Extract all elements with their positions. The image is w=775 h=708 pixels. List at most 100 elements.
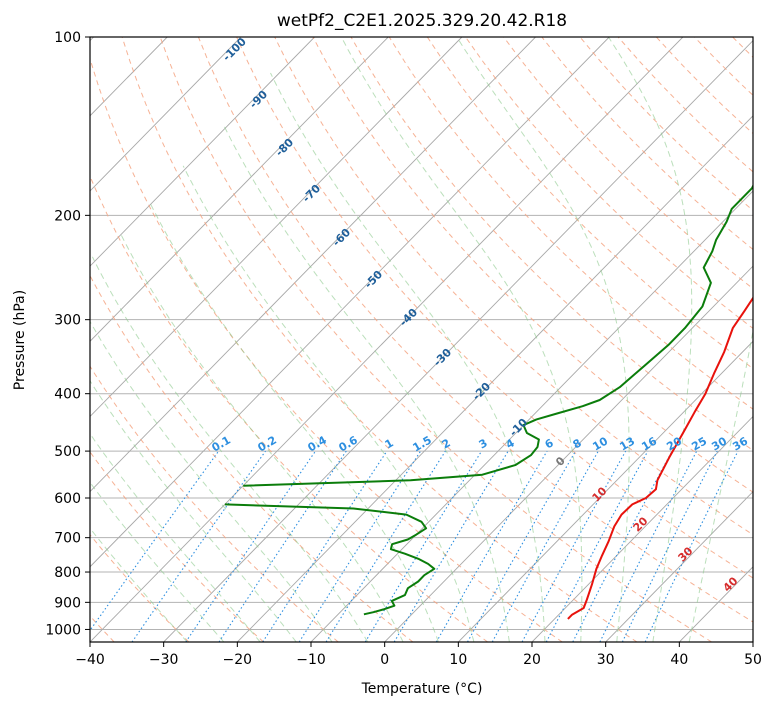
x-axis: −40 −30 −20 −10 0 10 20 30 40 50 [75, 642, 762, 668]
y-axis: 100 200 300 400 500 600 700 800 900 1000 [45, 30, 90, 638]
isotherm-line [679, 566, 753, 642]
mixing-ratio-line [298, 450, 422, 642]
dry-adiabat [90, 365, 339, 642]
dry-adiabat-label: 40 [721, 574, 741, 594]
x-tick-label: 0 [380, 652, 389, 668]
mixing-ratio-label: 1 [383, 436, 396, 451]
dry-adiabat-label: -70 [300, 182, 323, 205]
dry-adiabat [312, 37, 753, 493]
mixing-ratio-line [185, 450, 316, 642]
x-tick-label: −40 [75, 652, 105, 668]
y-tick-label: 100 [54, 30, 81, 46]
dry-adiabat [274, 37, 753, 536]
moist-adiabat [456, 37, 630, 642]
isotherm-line [163, 39, 753, 642]
mixing-ratio-line [491, 450, 599, 642]
dry-adiabat [771, 37, 775, 642]
y-tick-label: 800 [54, 565, 81, 581]
y-tick-label: 600 [54, 491, 81, 507]
x-tick-label: −10 [296, 652, 326, 668]
isotherm-line [458, 340, 753, 642]
dry-adiabat-label: -80 [273, 136, 296, 159]
dry-adiabat-label: 10 [590, 484, 610, 504]
isotherm-line [90, 37, 684, 642]
mixing-ratio-line [467, 450, 577, 642]
mixing-ratio-line [521, 450, 627, 642]
background-lines [90, 37, 775, 642]
moist-adiabat [90, 432, 261, 642]
dry-adiabat [694, 37, 753, 96]
mixing-ratio-label: 3 [477, 436, 490, 451]
isotherm-line [752, 641, 753, 642]
isotherm-line [90, 37, 610, 568]
y-tick-label: 900 [54, 595, 81, 611]
x-tick-label: −20 [223, 652, 253, 668]
moist-adiabat [91, 256, 369, 642]
mixing-ratio-line [435, 450, 548, 642]
moist-adiabat [120, 233, 404, 642]
dewpoint-profile [224, 503, 436, 616]
mixing-ratio-label: 6 [543, 436, 556, 451]
y-tick-label: 700 [54, 531, 81, 547]
x-tick-label: 30 [597, 652, 615, 668]
dry-adiabat-label: -20 [470, 380, 493, 403]
dry-adiabat [90, 56, 563, 642]
moist-adiabat [608, 37, 693, 642]
isotherm-line [531, 415, 753, 642]
moist-adiabat [270, 72, 546, 642]
dewpoint-profile [243, 183, 753, 487]
isotherm-line [90, 37, 536, 493]
moist-adiabat [90, 527, 188, 642]
y-axis-label: Pressure (hPa) [12, 290, 28, 390]
plot-frame [89, 36, 754, 643]
chart-title: wetPf2_C2E1.2025.329.20.42.R18 [277, 11, 567, 31]
isotherm-line [237, 115, 753, 642]
x-tick-label: 50 [744, 652, 762, 668]
dry-adiabat-label: -50 [362, 268, 385, 291]
dry-adiabat [732, 37, 753, 58]
dry-adiabat-label: -100 [220, 35, 249, 64]
x-tick-label: 20 [523, 652, 541, 668]
y-tick-label: 200 [54, 208, 81, 224]
dry-adiabat-label: 20 [631, 514, 651, 534]
isotherm-line [90, 37, 315, 267]
mixing-ratio-label: 2 [440, 436, 453, 451]
dry-adiabat [579, 37, 753, 212]
dry-adiabat [121, 37, 638, 642]
mixing-ratio-label: 8 [571, 436, 584, 451]
mixing-ratio-label: 30 [709, 434, 729, 453]
mixing-ratio-line [218, 450, 347, 642]
y-tick-label: 1000 [45, 622, 81, 638]
isotherm-line [384, 265, 753, 642]
y-tick-label: 300 [54, 313, 81, 329]
x-tick-label: 10 [449, 652, 467, 668]
mixing-ratio-line [599, 450, 698, 642]
moist-adiabat [90, 320, 333, 642]
isotherm-line [310, 190, 753, 642]
x-tick-label: 40 [670, 652, 688, 668]
mixing-ratio-line [364, 450, 483, 642]
dry-adiabat-label: 30 [676, 544, 696, 564]
mixing-ratio-label: 13 [617, 435, 637, 454]
moist-adiabat [149, 201, 439, 642]
moist-adiabat [222, 123, 510, 642]
dry-adiabat [617, 37, 753, 173]
dry-adiabat-label: -60 [330, 226, 353, 249]
moist-adiabat [340, 37, 583, 642]
moist-adiabat [182, 165, 475, 642]
moist-adiabat [688, 328, 753, 642]
x-tick-label: −30 [149, 652, 179, 668]
dry-adiabat-label: -90 [247, 88, 270, 111]
isotherm-line [90, 37, 389, 342]
mixing-ratio-line [262, 450, 388, 642]
x-axis-label: Temperature (°C) [361, 681, 483, 697]
isotherm-line [90, 37, 242, 192]
mixing-ratio-line [545, 450, 649, 642]
dry-adiabat [90, 175, 488, 642]
dry-adiabat [426, 37, 753, 370]
mixing-ratio-line [621, 450, 718, 642]
mixing-ratio-label: 10 [590, 434, 610, 453]
moist-adiabat [90, 379, 297, 642]
